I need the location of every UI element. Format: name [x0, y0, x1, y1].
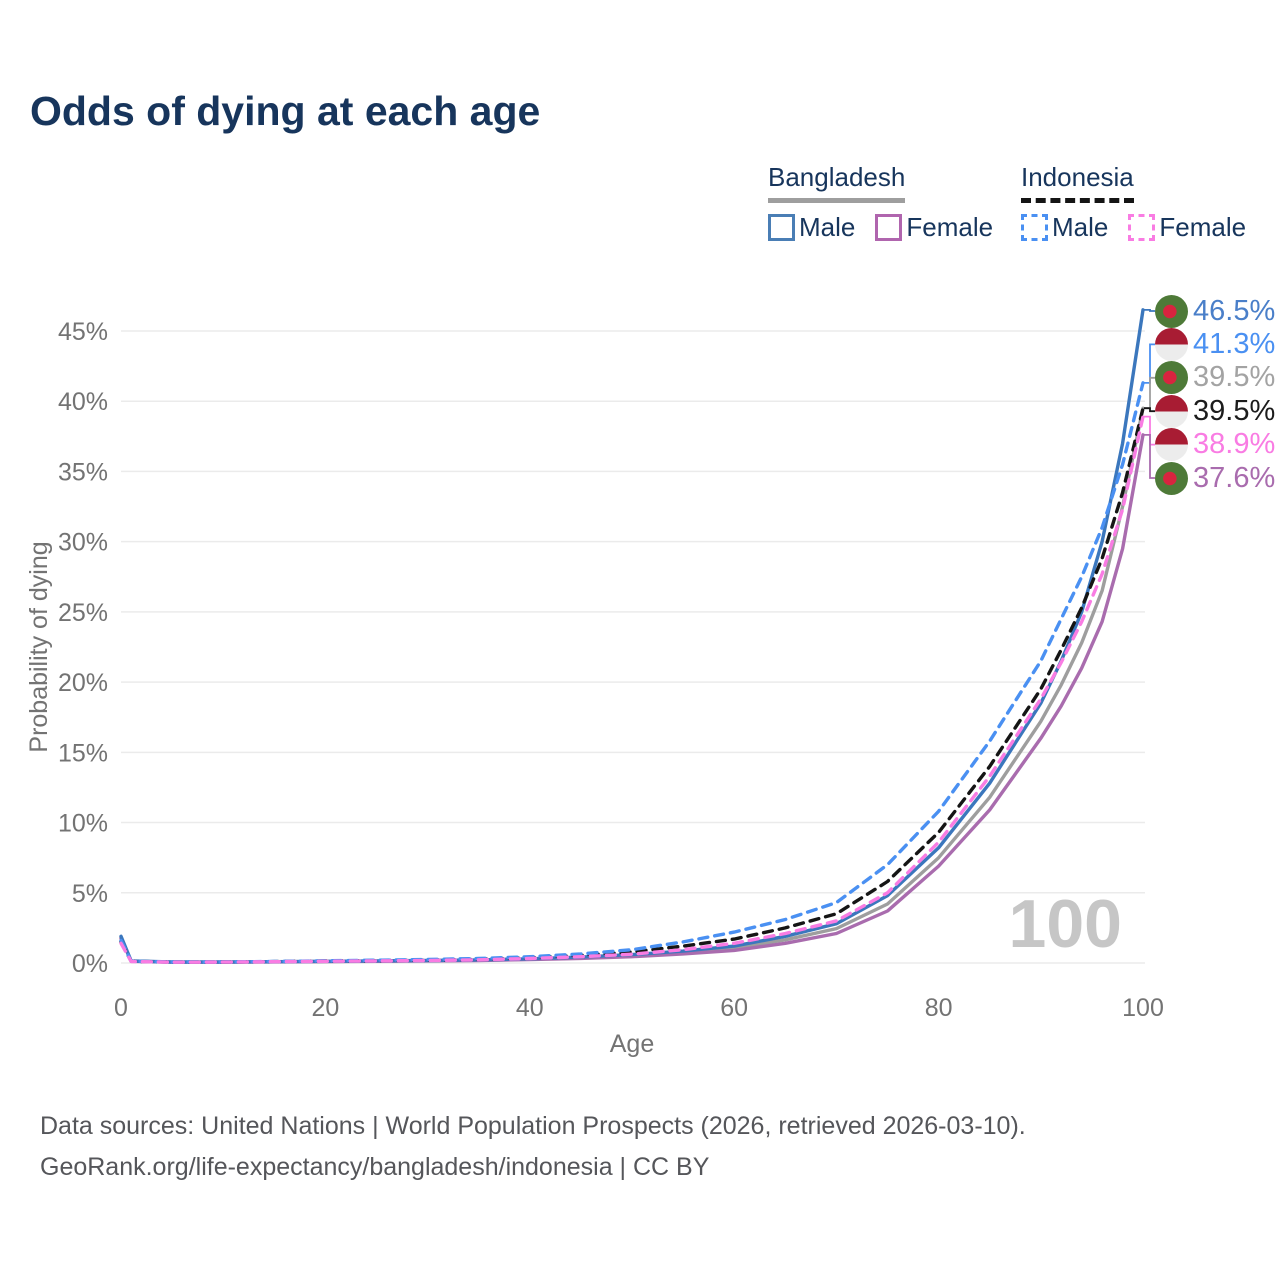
legend-swatch-indonesia-female[interactable] [1128, 214, 1156, 241]
end-label-value: 39.5% [1193, 361, 1276, 394]
x-tick-label: 40 [516, 994, 544, 1022]
end-label-value: 41.3% [1193, 327, 1276, 360]
y-tick-label: 35% [58, 458, 108, 486]
y-tick-label: 20% [58, 669, 108, 697]
x-tick-label: 60 [720, 994, 748, 1022]
end-label-value: 39.5% [1193, 394, 1276, 427]
leader-line-bd-male [1144, 309, 1155, 312]
legend-label-indonesia-male[interactable]: Male [1052, 212, 1109, 242]
end-label-bd-male: 46.5% [1155, 294, 1275, 328]
indonesia-flag-icon [1155, 327, 1188, 361]
indonesia-flag-icon [1155, 394, 1188, 428]
x-tick-label: 100 [1122, 994, 1164, 1022]
x-tick-label: 0 [114, 994, 128, 1022]
end-label-bd-all: 39.5% [1155, 361, 1275, 395]
y-axis-title: Probability of dying [25, 541, 53, 752]
age-watermark: 100 [1009, 886, 1122, 962]
legend-swatch-bangladesh-female[interactable] [875, 214, 903, 241]
series-line-bd-male [119, 308, 1145, 964]
end-label-bd-female: 37.6% [1155, 461, 1275, 495]
legend-label-bangladesh-male[interactable]: Male [799, 212, 856, 242]
indonesia-flag-icon [1155, 428, 1188, 462]
end-label-value: 37.6% [1193, 461, 1276, 494]
leader-line-id-all [1144, 407, 1155, 413]
series-line-id-all [119, 406, 1145, 964]
end-label-value: 38.9% [1193, 428, 1276, 461]
y-tick-label: 10% [58, 810, 108, 838]
x-tick-label: 80 [925, 994, 953, 1022]
legend-group-bangladesh: Bangladesh Male Female [768, 162, 993, 243]
legend-swatch-indonesia-male[interactable] [1021, 214, 1048, 241]
y-tick-label: 0% [72, 950, 108, 978]
bangladesh-flag-icon [1155, 461, 1188, 495]
leader-line-id-male [1144, 343, 1155, 384]
series-line-bd-female [119, 433, 1145, 964]
legend-label-indonesia-female[interactable]: Female [1159, 212, 1247, 242]
y-tick-label: 40% [58, 388, 108, 416]
end-label-id-female: 38.9% [1155, 428, 1275, 462]
bangladesh-flag-icon [1155, 294, 1188, 328]
legend-group-indonesia: Indonesia Male Female [1021, 162, 1246, 243]
footer: Data sources: United Nations | World Pop… [40, 1106, 1026, 1188]
y-tick-label: 5% [72, 880, 108, 908]
series-line-bd-all [119, 406, 1145, 964]
x-axis-title: Age [610, 1030, 654, 1058]
legend-label-bangladesh-female[interactable]: Female [906, 212, 994, 242]
leader-line-id-female [1144, 415, 1155, 446]
y-tick-label: 15% [58, 739, 108, 767]
legend-swatch-bangladesh-male[interactable] [768, 214, 795, 241]
page-title: Odds of dying at each age [30, 88, 541, 134]
legend-country-indonesia[interactable]: Indonesia [1021, 162, 1134, 203]
x-tick-label: 20 [311, 994, 339, 1022]
legend-country-bangladesh[interactable]: Bangladesh [768, 162, 906, 203]
series-line-id-female [119, 414, 1145, 964]
end-label-id-all: 39.5% [1155, 394, 1275, 428]
y-tick-label: 45% [58, 318, 108, 346]
leader-line-bd-female [1144, 434, 1155, 479]
series-line-id-male [119, 381, 1145, 964]
bangladesh-flag-icon [1155, 361, 1188, 395]
footer-sources: Data sources: United Nations | World Pop… [40, 1112, 1026, 1140]
end-label-value: 46.5% [1193, 294, 1276, 327]
end-label-id-male: 41.3% [1155, 327, 1275, 361]
y-tick-label: 25% [58, 599, 108, 627]
y-tick-label: 30% [58, 529, 108, 557]
footer-link: GeoRank.org/life-expectancy/bangladesh/i… [40, 1153, 710, 1181]
